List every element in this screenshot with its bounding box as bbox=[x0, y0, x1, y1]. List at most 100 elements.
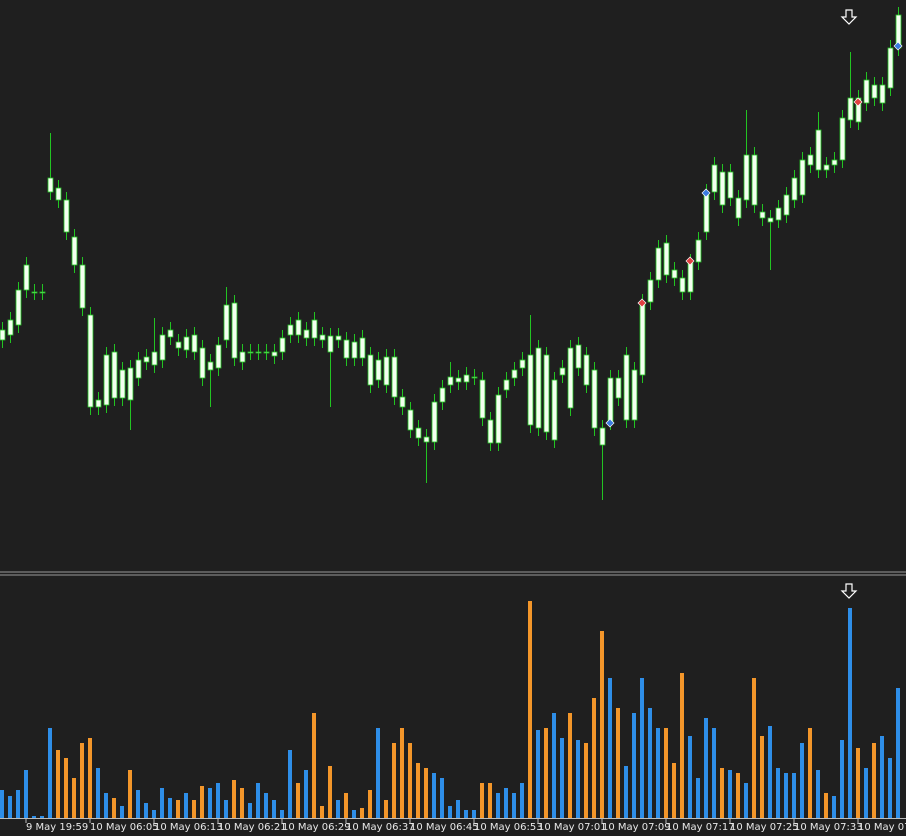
candle-body bbox=[359, 337, 366, 359]
volume-bar bbox=[40, 816, 44, 818]
candle-body bbox=[463, 374, 470, 383]
x-tick-label: 10 May 07:25 bbox=[730, 822, 799, 833]
volume-bar bbox=[424, 768, 428, 818]
volume-bar bbox=[448, 806, 452, 818]
candle-body bbox=[879, 84, 886, 104]
candle-body bbox=[471, 376, 478, 379]
volume-bar bbox=[328, 766, 332, 818]
candle-body bbox=[799, 159, 806, 196]
volume-bar bbox=[376, 728, 380, 818]
volume-bar bbox=[712, 728, 716, 818]
candle-body bbox=[15, 289, 22, 326]
candle-body bbox=[103, 354, 110, 406]
candle-body bbox=[783, 194, 790, 216]
candle-body bbox=[631, 369, 638, 421]
candle-body bbox=[671, 269, 678, 279]
candle-body bbox=[815, 129, 822, 171]
volume-bar bbox=[672, 763, 676, 818]
volume-bar bbox=[216, 783, 220, 818]
candle-body bbox=[447, 376, 454, 386]
volume-bar bbox=[656, 728, 660, 818]
candle-body bbox=[823, 164, 830, 171]
volume-bar bbox=[576, 740, 580, 818]
volume-bar bbox=[736, 773, 740, 818]
x-tick-label: 10 May 06:13 bbox=[154, 822, 223, 833]
candle-body bbox=[79, 264, 86, 309]
candle-body bbox=[599, 427, 606, 446]
candle-body bbox=[295, 319, 302, 336]
volume-bar bbox=[536, 730, 540, 818]
candle-body bbox=[407, 409, 414, 431]
volume-bar bbox=[72, 778, 76, 818]
volume-bar bbox=[104, 793, 108, 818]
volume-bar bbox=[128, 770, 132, 818]
volume-bar bbox=[472, 810, 476, 818]
candle-body bbox=[735, 197, 742, 219]
volume-bar bbox=[112, 798, 116, 818]
volume-bar bbox=[120, 806, 124, 818]
candle-body bbox=[0, 329, 6, 341]
candle-body bbox=[479, 379, 486, 419]
candle-body bbox=[759, 211, 766, 219]
volume-bar bbox=[552, 713, 556, 818]
candle-body bbox=[327, 335, 334, 353]
candle-body bbox=[247, 351, 254, 354]
candle-body bbox=[71, 236, 78, 266]
candle-body bbox=[87, 314, 94, 408]
candle-body bbox=[711, 164, 718, 193]
candle-body bbox=[175, 341, 182, 349]
volume-bar bbox=[832, 796, 836, 818]
x-tick-label: 10 May 07:17 bbox=[666, 822, 735, 833]
volume-bar bbox=[392, 743, 396, 818]
candle-body bbox=[743, 154, 750, 201]
volume-bar bbox=[880, 736, 884, 818]
volume-bar bbox=[752, 678, 756, 818]
candle-body bbox=[23, 264, 30, 291]
candle-body bbox=[719, 171, 726, 206]
volume-bar bbox=[592, 698, 596, 818]
volume-bar bbox=[400, 728, 404, 818]
volume-bar bbox=[16, 790, 20, 818]
volume-bar bbox=[784, 773, 788, 818]
volume-bar bbox=[720, 768, 724, 818]
volume-bar bbox=[568, 713, 572, 818]
volume-bar bbox=[232, 780, 236, 818]
x-tick-label: 10 May 07:09 bbox=[602, 822, 671, 833]
candle-body bbox=[415, 427, 422, 439]
candle-body bbox=[663, 242, 670, 276]
candle-body bbox=[423, 436, 430, 443]
candle-body bbox=[39, 291, 46, 294]
volume-bar bbox=[152, 810, 156, 818]
candle-body bbox=[703, 191, 710, 233]
candle-body bbox=[303, 329, 310, 339]
volume-bar bbox=[488, 783, 492, 818]
candle-body bbox=[383, 356, 390, 386]
volume-bar bbox=[824, 793, 828, 818]
volume-bar bbox=[632, 713, 636, 818]
x-tick-label: 10 May 06:53 bbox=[474, 822, 543, 833]
volume-bar bbox=[624, 766, 628, 818]
candle-body bbox=[527, 354, 534, 426]
candle-body bbox=[543, 354, 550, 433]
candle-body bbox=[495, 394, 502, 444]
candle-body bbox=[263, 351, 270, 354]
candle-body bbox=[831, 159, 838, 166]
volume-bar bbox=[368, 790, 372, 818]
buy-marker bbox=[605, 418, 615, 428]
candle-body bbox=[855, 97, 862, 123]
candle-body bbox=[183, 336, 190, 351]
volume-bar bbox=[8, 796, 12, 818]
candle-body bbox=[215, 344, 222, 369]
volume-bar bbox=[696, 778, 700, 818]
volume-bar bbox=[192, 800, 196, 818]
volume-bar bbox=[296, 783, 300, 818]
candle-body bbox=[727, 171, 734, 199]
candle-body bbox=[119, 369, 126, 399]
volume-bar bbox=[584, 743, 588, 818]
candle-body bbox=[391, 356, 398, 398]
volume-bar bbox=[48, 728, 52, 818]
candle-body bbox=[647, 279, 654, 303]
x-tick-label: 10 May 07:01 bbox=[538, 822, 607, 833]
volume-bar bbox=[520, 783, 524, 818]
